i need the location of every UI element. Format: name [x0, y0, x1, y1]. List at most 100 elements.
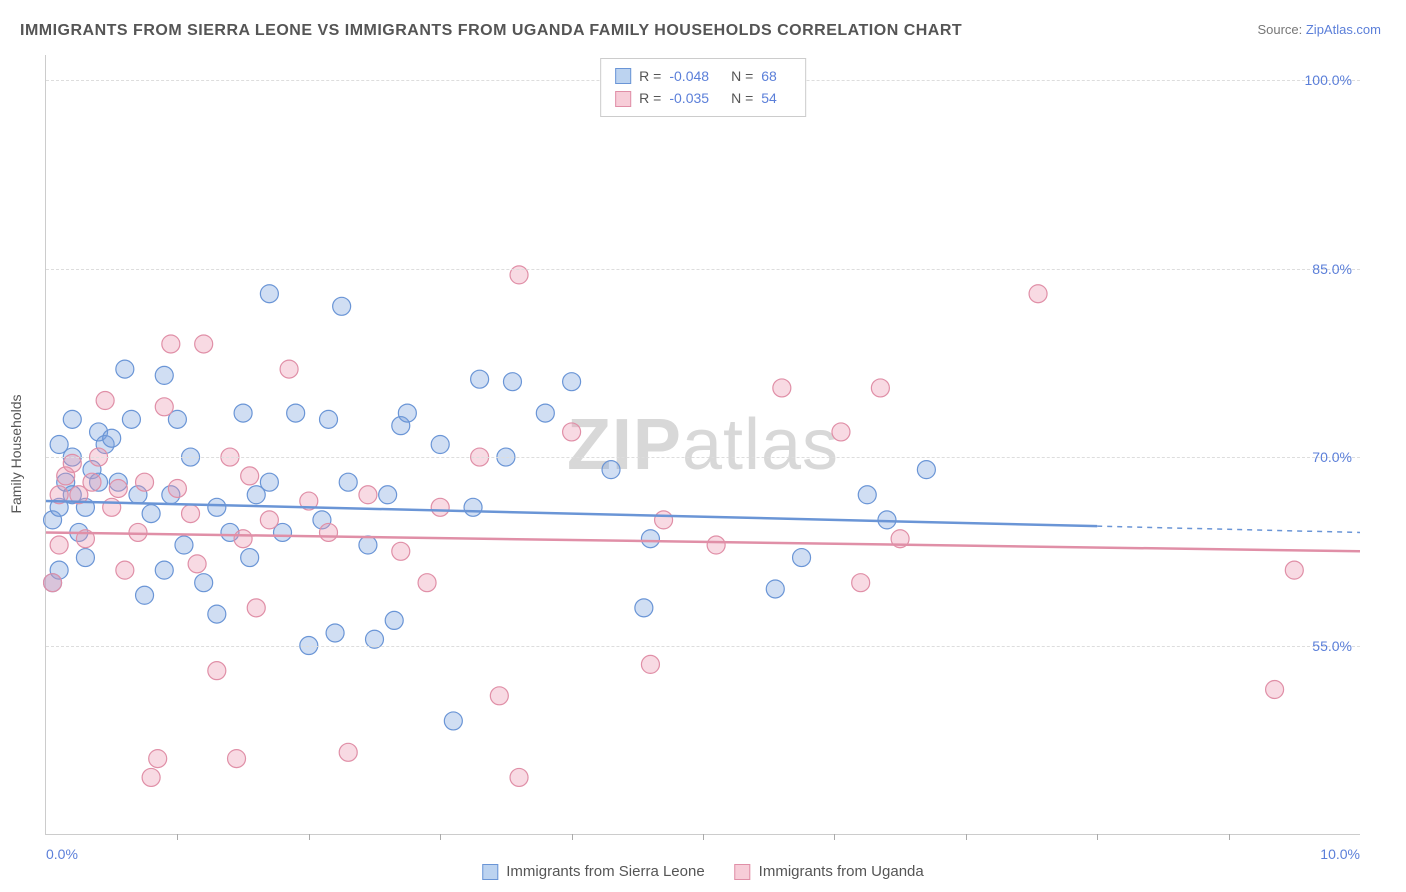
- stats-row-series-2: R = -0.035 N = 54: [615, 87, 791, 109]
- scatter-point: [339, 473, 357, 491]
- regression-line-dashed: [1097, 526, 1360, 532]
- scatter-point: [333, 297, 351, 315]
- xtick: [177, 834, 178, 840]
- scatter-point: [162, 335, 180, 353]
- scatter-point: [142, 768, 160, 786]
- gridline-h: [46, 269, 1360, 270]
- source-attribution: Source: ZipAtlas.com: [1257, 22, 1381, 37]
- scatter-point: [195, 574, 213, 592]
- scatter-point: [563, 423, 581, 441]
- xtick-label-left: 0.0%: [46, 846, 78, 862]
- swatch-series-2: [615, 91, 631, 107]
- xtick: [966, 834, 967, 840]
- scatter-point: [195, 335, 213, 353]
- scatter-point: [563, 373, 581, 391]
- plot-svg: [46, 55, 1360, 834]
- scatter-point: [464, 498, 482, 516]
- scatter-point: [83, 473, 101, 491]
- scatter-point: [536, 404, 554, 422]
- scatter-point: [50, 536, 68, 554]
- scatter-point: [182, 505, 200, 523]
- xtick: [309, 834, 310, 840]
- legend-item-2: Immigrants from Uganda: [735, 863, 924, 880]
- ytick-label: 70.0%: [1312, 449, 1352, 465]
- scatter-point: [208, 662, 226, 680]
- scatter-point: [503, 373, 521, 391]
- source-prefix: Source:: [1257, 22, 1305, 37]
- scatter-point: [1266, 681, 1284, 699]
- stat-n-label: N =: [731, 65, 753, 87]
- scatter-point: [766, 580, 784, 598]
- scatter-point: [1285, 561, 1303, 579]
- scatter-point: [602, 461, 620, 479]
- legend-item-1: Immigrants from Sierra Leone: [482, 863, 704, 880]
- scatter-point: [917, 461, 935, 479]
- xtick: [572, 834, 573, 840]
- xtick: [834, 834, 835, 840]
- chart-title: IMMIGRANTS FROM SIERRA LEONE VS IMMIGRAN…: [20, 22, 962, 40]
- scatter-point: [392, 542, 410, 560]
- scatter-point: [168, 479, 186, 497]
- stats-legend-box: R = -0.048 N = 68 R = -0.035 N = 54: [600, 58, 806, 117]
- xtick: [703, 834, 704, 840]
- stat-r-label: R =: [639, 65, 661, 87]
- scatter-point: [510, 768, 528, 786]
- scatter-point: [234, 530, 252, 548]
- scatter-point: [339, 743, 357, 761]
- scatter-point: [63, 410, 81, 428]
- scatter-point: [103, 498, 121, 516]
- scatter-point: [359, 536, 377, 554]
- scatter-point: [155, 561, 173, 579]
- legend-label-2: Immigrants from Uganda: [759, 863, 924, 880]
- scatter-point: [359, 486, 377, 504]
- bottom-legend: Immigrants from Sierra Leone Immigrants …: [482, 863, 923, 880]
- scatter-point: [188, 555, 206, 573]
- regression-line: [46, 501, 1097, 526]
- ytick-label: 100.0%: [1305, 72, 1352, 88]
- scatter-point: [379, 486, 397, 504]
- scatter-point: [260, 511, 278, 529]
- xtick: [440, 834, 441, 840]
- source-link[interactable]: ZipAtlas.com: [1306, 22, 1381, 37]
- scatter-point: [228, 750, 246, 768]
- scatter-point: [260, 473, 278, 491]
- scatter-point: [471, 370, 489, 388]
- stat-n-value-1: 68: [761, 65, 777, 87]
- scatter-point: [76, 549, 94, 567]
- scatter-point: [398, 404, 416, 422]
- scatter-point: [641, 655, 659, 673]
- scatter-point: [385, 611, 403, 629]
- scatter-point: [241, 467, 259, 485]
- scatter-point: [208, 498, 226, 516]
- scatter-point: [431, 498, 449, 516]
- scatter-point: [444, 712, 462, 730]
- legend-label-1: Immigrants from Sierra Leone: [506, 863, 704, 880]
- legend-swatch-1: [482, 864, 498, 880]
- scatter-point: [116, 561, 134, 579]
- ytick-label: 55.0%: [1312, 638, 1352, 654]
- scatter-point: [852, 574, 870, 592]
- scatter-point: [142, 505, 160, 523]
- scatter-point: [96, 392, 114, 410]
- scatter-point: [149, 750, 167, 768]
- scatter-point: [280, 360, 298, 378]
- ytick-label: 85.0%: [1312, 261, 1352, 277]
- xtick-label-right: 10.0%: [1320, 846, 1360, 862]
- scatter-point: [155, 366, 173, 384]
- scatter-point: [103, 429, 121, 447]
- scatter-point: [116, 360, 134, 378]
- scatter-point: [208, 605, 226, 623]
- stats-row-series-1: R = -0.048 N = 68: [615, 65, 791, 87]
- scatter-point: [858, 486, 876, 504]
- scatter-point: [260, 285, 278, 303]
- legend-swatch-2: [735, 864, 751, 880]
- scatter-point: [287, 404, 305, 422]
- scatter-point: [490, 687, 508, 705]
- xtick: [1229, 834, 1230, 840]
- scatter-point: [234, 404, 252, 422]
- stat-r-value-2: -0.035: [669, 87, 709, 109]
- chart-container: IMMIGRANTS FROM SIERRA LEONE VS IMMIGRAN…: [0, 0, 1406, 892]
- scatter-point: [707, 536, 725, 554]
- plot-area: ZIPatlas 55.0%70.0%85.0%100.0%0.0%10.0%: [45, 55, 1360, 835]
- scatter-point: [320, 410, 338, 428]
